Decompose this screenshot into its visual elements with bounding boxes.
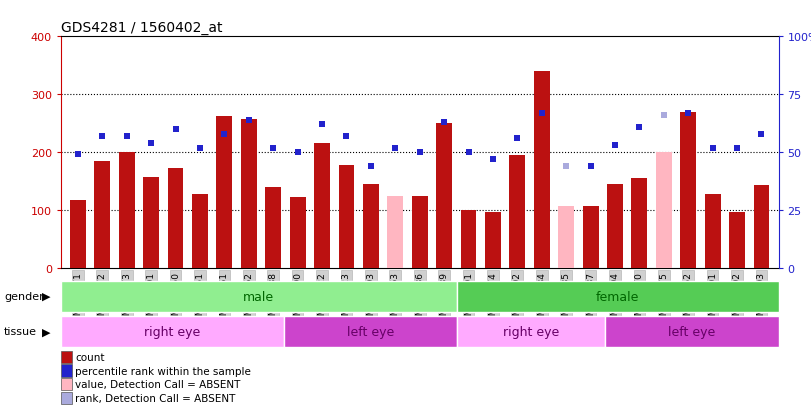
Bar xyxy=(680,112,696,268)
Bar xyxy=(461,211,476,268)
Text: left eye: left eye xyxy=(668,325,715,338)
Bar xyxy=(457,316,605,347)
Text: right eye: right eye xyxy=(503,325,560,338)
Bar xyxy=(284,316,457,347)
Bar xyxy=(558,206,574,268)
Bar xyxy=(144,178,159,268)
Bar xyxy=(70,200,86,268)
Text: male: male xyxy=(243,290,274,303)
Bar xyxy=(363,185,379,268)
Text: right eye: right eye xyxy=(144,325,200,338)
Bar xyxy=(314,144,330,268)
Bar xyxy=(61,281,457,312)
Bar xyxy=(94,161,110,268)
Text: gender: gender xyxy=(4,291,44,301)
Bar xyxy=(705,195,721,268)
Text: count: count xyxy=(75,352,105,362)
Bar xyxy=(509,156,526,268)
Text: ▶: ▶ xyxy=(42,291,50,301)
Bar xyxy=(656,153,672,268)
Bar xyxy=(605,316,779,347)
Bar xyxy=(729,212,745,268)
Text: left eye: left eye xyxy=(346,325,394,338)
Bar xyxy=(265,188,281,268)
Bar xyxy=(388,196,403,268)
Bar xyxy=(632,179,647,268)
Bar xyxy=(241,119,257,268)
Bar xyxy=(534,72,550,268)
Bar xyxy=(436,124,452,268)
Bar xyxy=(338,166,354,268)
Bar xyxy=(168,169,183,268)
Text: female: female xyxy=(596,290,639,303)
Bar xyxy=(485,212,501,268)
Text: value, Detection Call = ABSENT: value, Detection Call = ABSENT xyxy=(75,379,241,389)
Bar xyxy=(457,281,779,312)
Bar xyxy=(217,117,232,268)
Bar xyxy=(118,153,135,268)
Text: rank, Detection Call = ABSENT: rank, Detection Call = ABSENT xyxy=(75,393,236,403)
Bar xyxy=(61,316,284,347)
Bar xyxy=(607,185,623,268)
Text: GDS4281 / 1560402_at: GDS4281 / 1560402_at xyxy=(61,21,222,35)
Bar xyxy=(290,198,306,268)
Text: ▶: ▶ xyxy=(42,326,50,337)
Text: tissue: tissue xyxy=(4,326,37,337)
Bar xyxy=(192,195,208,268)
Text: percentile rank within the sample: percentile rank within the sample xyxy=(75,366,251,376)
Bar xyxy=(753,186,770,268)
Bar xyxy=(412,196,427,268)
Bar xyxy=(582,206,599,268)
